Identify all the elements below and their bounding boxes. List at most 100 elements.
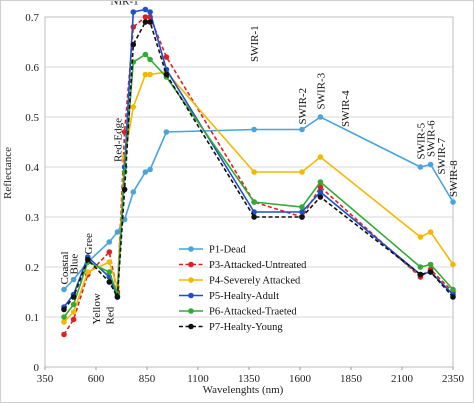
data-point xyxy=(106,279,113,285)
data-point xyxy=(142,71,149,78)
data-point xyxy=(130,189,137,195)
legend-label: P4-Severely Attacked xyxy=(209,276,301,287)
series-line xyxy=(63,16,454,335)
data-point xyxy=(114,229,121,235)
series-line xyxy=(63,53,454,318)
x-tick-label: 600 xyxy=(88,373,105,385)
legend-item: P3-Attacked-Untreated xyxy=(179,260,307,271)
band-annotation: SWIR-1 xyxy=(249,25,261,62)
data-point xyxy=(251,199,257,205)
data-point xyxy=(317,184,324,190)
data-point xyxy=(147,71,153,78)
data-point xyxy=(61,319,67,325)
x-tick-label: 1850 xyxy=(340,373,363,385)
data-point xyxy=(163,129,170,135)
legend-item: P6-Attacked-Traeted xyxy=(179,307,297,318)
legend-label: P7-Healty-Young xyxy=(209,322,283,333)
band-annotation: NIR-1 xyxy=(111,1,139,8)
x-tick-label: 850 xyxy=(139,373,156,385)
band-annotation: SWIR-3 xyxy=(315,72,327,109)
data-point xyxy=(147,9,153,15)
series-5 xyxy=(61,19,456,313)
data-point xyxy=(142,51,149,58)
data-point xyxy=(61,306,67,313)
y-axis-title: Reflectance xyxy=(2,147,14,199)
band-annotation: Yellow xyxy=(91,293,103,324)
data-point xyxy=(142,14,149,20)
legend-label: P3-Attacked-Untreated xyxy=(209,260,307,271)
data-point xyxy=(70,301,77,308)
x-tick-label: 1100 xyxy=(187,373,209,385)
data-point xyxy=(61,286,67,293)
data-point xyxy=(251,169,257,175)
data-point xyxy=(85,269,91,275)
data-point xyxy=(130,59,137,65)
data-point xyxy=(251,214,257,220)
band-annotation: Gree xyxy=(83,233,95,254)
legend-item: P5-Healty-Adult xyxy=(179,291,279,302)
legend-item: P7-Healty-Young xyxy=(179,322,283,333)
band-annotation: SWIR-7 xyxy=(436,137,448,174)
data-point xyxy=(427,269,434,275)
x-tick-label: 1600 xyxy=(289,373,312,385)
band-annotation: SWIR-6 xyxy=(426,120,438,157)
data-point xyxy=(317,194,324,200)
x-tick-label: 2100 xyxy=(391,373,414,385)
y-tick-label: 0.1 xyxy=(25,312,39,324)
data-point xyxy=(106,239,113,245)
data-point xyxy=(450,261,456,268)
band-annotation: NIR-2 xyxy=(143,1,171,3)
data-point xyxy=(417,234,424,240)
data-point xyxy=(130,41,137,48)
legend-label: P5-Healty-Adult xyxy=(209,291,279,302)
data-point xyxy=(417,271,424,278)
band-annotation: Red xyxy=(104,306,116,324)
y-tick-label: 0.4 xyxy=(25,162,39,174)
data-point xyxy=(147,166,153,173)
series-0 xyxy=(61,114,456,293)
data-point xyxy=(70,316,77,323)
data-point xyxy=(106,249,113,255)
data-point xyxy=(299,169,305,175)
band-annotation: SWIR-5 xyxy=(415,122,427,159)
band-annotation: SWIR-8 xyxy=(448,160,460,197)
data-point xyxy=(163,71,170,78)
data-point xyxy=(299,126,305,133)
data-point xyxy=(106,259,113,265)
data-point xyxy=(317,114,324,120)
band-annotation: Coastal xyxy=(59,252,71,285)
data-point xyxy=(147,56,153,63)
data-point xyxy=(61,331,67,338)
legend-item: P4-Severely Attacked xyxy=(179,276,301,287)
legend-label: P6-Attacked-Traeted xyxy=(209,307,297,318)
data-point xyxy=(450,199,456,205)
data-point xyxy=(61,314,67,320)
y-tick-label: 0.6 xyxy=(25,62,39,74)
y-tick-label: 0.7 xyxy=(25,12,39,24)
data-point xyxy=(427,261,434,268)
data-point xyxy=(251,126,257,133)
x-axis-title: Wavelenghts (nm) xyxy=(203,384,284,396)
data-point xyxy=(70,294,77,300)
band-annotation: SWIR-2 xyxy=(297,88,309,125)
data-point xyxy=(85,256,91,263)
legend-swatch-marker xyxy=(188,261,194,268)
y-tick-label: 0 xyxy=(34,362,40,374)
data-point xyxy=(142,169,149,175)
data-point xyxy=(317,154,324,160)
data-point xyxy=(417,264,424,270)
data-point xyxy=(130,104,137,110)
data-point xyxy=(147,19,153,25)
data-point xyxy=(121,186,128,193)
legend-swatch-marker xyxy=(188,277,194,283)
legend-label: P1-Dead xyxy=(209,245,246,256)
data-point xyxy=(299,209,305,215)
data-point xyxy=(70,309,77,315)
y-tick-label: 0.5 xyxy=(25,112,39,124)
data-point xyxy=(106,269,113,275)
band-annotation: Red-Edge xyxy=(112,118,124,162)
data-point xyxy=(163,54,170,60)
legend-item: P1-Dead xyxy=(179,245,246,256)
